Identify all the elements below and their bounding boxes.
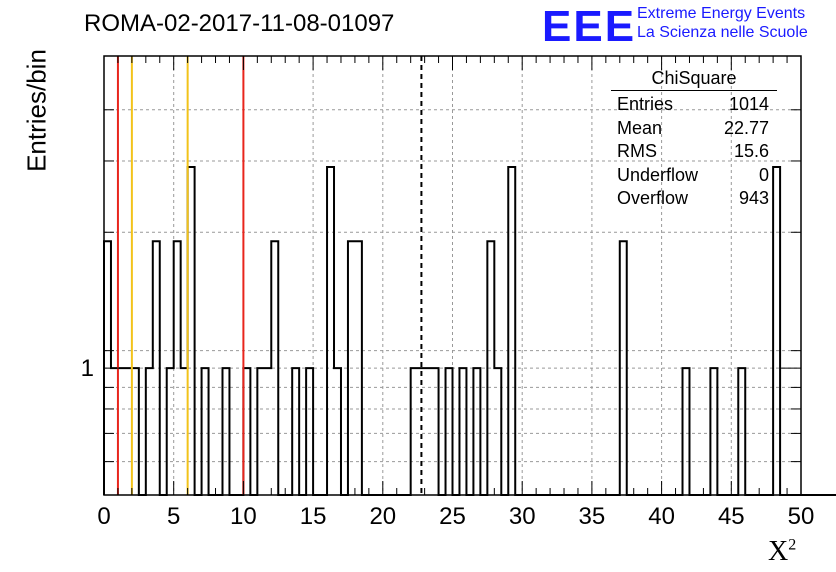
x-tick-label: 50 [788, 503, 815, 530]
x-tick-label: 20 [369, 503, 396, 530]
x-tick-label: 15 [300, 503, 327, 530]
x-axis-label: X2 [768, 536, 796, 568]
x-tick-label: 40 [648, 503, 675, 530]
stats-row-underflow: Underflow 0 [611, 164, 777, 188]
stats-box: ChiSquare Entries 1014 Mean 22.77 RMS 15.6 … [611, 68, 777, 211]
stats-row-overflow: Overflow 943 [611, 187, 777, 211]
stats-label: Entries [617, 94, 674, 114]
x-tick-label: 35 [579, 503, 606, 530]
stats-row-mean: Mean 22.77 [611, 117, 777, 141]
stats-value: 22.77 [723, 117, 769, 138]
stats-row-rms: RMS 15.6 [611, 140, 777, 164]
stats-label: RMS [617, 141, 657, 161]
eee-logo-mark: EEE [542, 2, 637, 51]
y-tick-label: 1 [81, 355, 94, 382]
stats-value: 1014 [728, 94, 769, 114]
x-tick-label: 30 [509, 503, 536, 530]
x-tick-label: 5 [167, 503, 180, 530]
x-axis-label-base: X [768, 536, 789, 567]
x-axis-label-sup: 2 [788, 536, 797, 554]
stats-label: Overflow [617, 188, 689, 208]
x-tick-label: 0 [97, 503, 110, 530]
stats-value: 0 [758, 164, 769, 185]
x-tick-label: 25 [439, 503, 466, 530]
histogram-series [103, 165, 836, 496]
stats-row-entries: Entries 1014 [611, 93, 777, 117]
stats-value: 15.6 [733, 141, 769, 161]
chart-title: ROMA-02-2017-11-08-01097 [84, 10, 395, 37]
logo-text-line1: Extreme Energy Events [637, 5, 806, 22]
stats-label: Underflow [617, 164, 699, 185]
x-tick-label: 10 [230, 503, 257, 530]
x-tick-label: 45 [718, 503, 745, 530]
stats-label: Mean [617, 117, 663, 138]
stats-title: ChiSquare [611, 68, 777, 91]
stats-value: 943 [738, 188, 769, 208]
logo-text-line2: La Scienza nelle Scuole [637, 24, 808, 41]
